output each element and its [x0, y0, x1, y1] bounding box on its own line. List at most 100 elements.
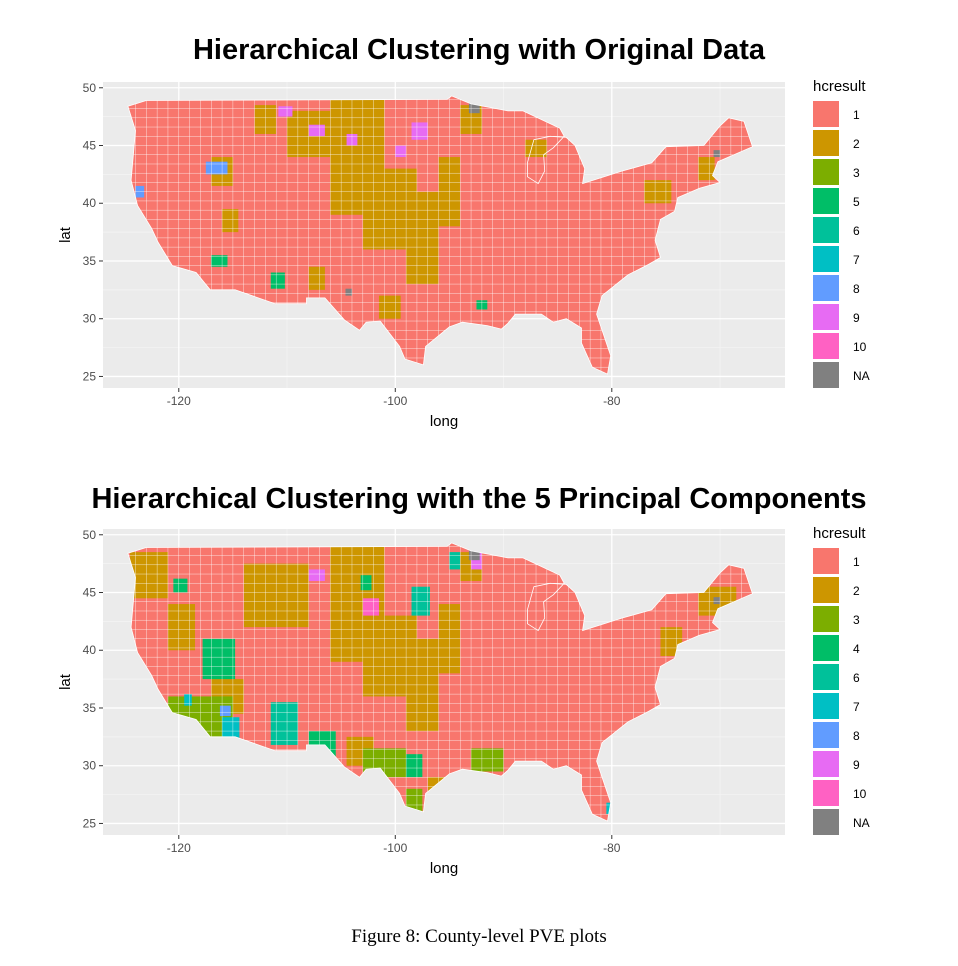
- cluster-region: [278, 106, 293, 117]
- legend-swatch: [813, 159, 839, 185]
- legend-swatch: [813, 304, 839, 330]
- x-tick-label: -80: [603, 394, 621, 408]
- x-axis-label: long: [430, 413, 458, 430]
- y-tick-label: 40: [83, 643, 97, 657]
- y-tick-label: 50: [83, 81, 97, 95]
- cluster-region: [173, 578, 188, 593]
- y-tick-label: 35: [83, 701, 97, 715]
- legend-label: 9: [853, 758, 860, 772]
- cluster-region: [270, 272, 285, 289]
- legend-swatch: [813, 101, 839, 127]
- map1-chart: -120 -100 -80504540353025longlathcresult12…: [57, 78, 870, 430]
- legend-swatch: [813, 246, 839, 272]
- legend-label: 3: [853, 613, 860, 627]
- legend-swatch: [813, 635, 839, 661]
- y-tick-label: 40: [83, 196, 97, 210]
- x-tick-label: -100: [383, 394, 407, 408]
- cluster-region: [406, 754, 423, 778]
- y-axis-label: lat: [57, 226, 74, 243]
- cluster-region: [308, 569, 325, 581]
- cluster-region: [205, 161, 228, 175]
- legend-title: hcresult: [813, 525, 866, 542]
- legend-label: 6: [853, 671, 860, 685]
- y-tick-label: 30: [83, 759, 97, 773]
- y-tick-label: 25: [83, 816, 97, 830]
- cluster-region: [698, 157, 715, 181]
- legend-label: 10: [853, 340, 867, 354]
- legend-label: 9: [853, 311, 860, 325]
- legend-swatch: [813, 275, 839, 301]
- cluster-region: [449, 552, 461, 570]
- legend-swatch: [813, 693, 839, 719]
- cluster-region: [130, 552, 168, 599]
- cluster-region: [713, 597, 721, 605]
- cluster-region: [362, 598, 380, 616]
- legend-label: 6: [853, 224, 860, 238]
- cluster-region: [184, 694, 192, 706]
- legend-swatch: [813, 362, 839, 388]
- cluster-region: [379, 295, 401, 319]
- cluster-region: [211, 255, 228, 267]
- legend-label: 7: [853, 700, 860, 714]
- legend-swatch: [813, 809, 839, 835]
- legend-swatch: [813, 606, 839, 632]
- legend-swatch: [813, 217, 839, 243]
- legend-label: NA: [853, 816, 870, 830]
- legend-label: 1: [853, 555, 860, 569]
- legend-label: 8: [853, 282, 860, 296]
- y-tick-label: 25: [83, 369, 97, 383]
- cluster-region: [222, 209, 239, 233]
- legend-swatch: [813, 751, 839, 777]
- legend-label: 2: [853, 137, 860, 151]
- cluster-region: [270, 702, 298, 745]
- y-tick-label: 30: [83, 312, 97, 326]
- us-base-fill: [127, 95, 753, 375]
- x-tick-label: -120: [167, 841, 191, 855]
- legend-label: 4: [853, 642, 860, 656]
- x-tick-label: -100: [383, 841, 407, 855]
- cluster-region: [167, 604, 196, 651]
- legend-label: 1: [853, 108, 860, 122]
- cluster-region: [219, 705, 231, 717]
- cluster-region: [406, 788, 423, 812]
- cluster-region: [308, 124, 325, 137]
- cluster-region: [713, 150, 721, 158]
- legend-label: NA: [853, 369, 870, 383]
- us-outline: [127, 95, 753, 375]
- legend-swatch: [813, 548, 839, 574]
- cluster-region: [360, 575, 372, 591]
- map2-title: Hierarchical Clustering with the 5 Princ…: [91, 483, 867, 515]
- cluster-region: [411, 122, 428, 140]
- cluster-region: [411, 586, 430, 616]
- map2-chart: -120 -100 -80 50 45 40 35 30 25 long lat hcresult 1 2…: [57, 525, 870, 877]
- legend-swatch: [813, 130, 839, 156]
- legend-label: 8: [853, 729, 860, 743]
- legend-label: 10: [853, 787, 867, 801]
- legend-label: 7: [853, 253, 860, 267]
- y-tick-label: 35: [83, 254, 97, 268]
- legend-swatch: [813, 722, 839, 748]
- legend-label: 3: [853, 166, 860, 180]
- x-tick-label: -120: [167, 394, 191, 408]
- legend-swatch: [813, 664, 839, 690]
- cluster-region: [468, 547, 480, 561]
- legend-label: 5: [853, 195, 860, 209]
- legend-swatch: [813, 188, 839, 214]
- us-outline: [127, 542, 753, 822]
- cluster-region: [202, 638, 236, 680]
- cluster-region: [468, 100, 480, 114]
- cluster-region: [471, 552, 482, 570]
- y-tick-label: 45: [83, 139, 97, 153]
- legend-title: hcresult: [813, 78, 866, 95]
- cluster-region: [308, 266, 325, 290]
- legend-label: 2: [853, 584, 860, 598]
- cluster-region: [345, 288, 352, 296]
- cluster-region: [471, 748, 504, 772]
- map1-title: Hierarchical Clustering with Original Da…: [192, 34, 766, 66]
- legend-swatch: [813, 333, 839, 359]
- y-tick-label: 45: [83, 586, 97, 600]
- figure-caption: Figure 8: County-level PVE plots: [351, 926, 607, 947]
- y-tick-label: 50: [83, 528, 97, 542]
- legend-swatch: [813, 780, 839, 806]
- x-tick-label: -80: [603, 841, 621, 855]
